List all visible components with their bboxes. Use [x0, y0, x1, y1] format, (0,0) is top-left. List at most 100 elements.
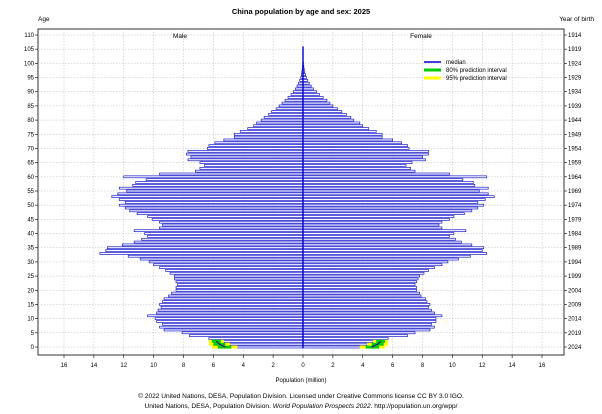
- bar-female-age-55: [302, 189, 480, 193]
- year-tick-label-1924: 1924: [568, 61, 582, 67]
- bar-female-age-76: [302, 130, 377, 133]
- bar-male-age-4: [189, 334, 304, 337]
- female-label: Female: [410, 33, 432, 40]
- bar-female-age-38: [302, 237, 456, 241]
- bar-female-age-63: [302, 166, 411, 170]
- bar-female-age-69: [302, 149, 429, 153]
- year-tick-label-2014: 2014: [568, 317, 582, 323]
- bar-female-age-88: [302, 96, 324, 99]
- bar-male-age-65: [199, 161, 304, 164]
- bar-female-age-26: [302, 271, 425, 275]
- bar-female-age-5: [302, 331, 416, 335]
- bar-male-age-20: [175, 288, 304, 292]
- bar-male-age-36: [121, 243, 304, 247]
- x-tick-label-11: 6: [391, 363, 395, 369]
- bar-male-age-19: [171, 291, 304, 295]
- bar-male-age-55: [126, 189, 304, 193]
- bar-male-age-60: [123, 175, 304, 179]
- bar-female-age-92: [302, 84, 312, 88]
- y-left-label: Age: [38, 16, 50, 23]
- bar-female-age-25: [302, 274, 420, 278]
- year-tick-label-2004: 2004: [568, 288, 582, 294]
- bar-male-age-53: [111, 195, 304, 198]
- age-tick-label-80: 80: [27, 118, 34, 124]
- bar-male-age-67: [190, 155, 304, 159]
- age-tick-label-40: 40: [27, 232, 34, 238]
- bar-male-age-21: [175, 286, 304, 289]
- bar-female-age-51: [302, 201, 479, 204]
- bar-male-age-15: [159, 303, 304, 306]
- age-tick-label-0: 0: [31, 345, 35, 351]
- bar-male-age-18: [168, 294, 304, 298]
- footer-license: © 2022 United Nations, DESA, Population …: [138, 392, 464, 400]
- bar-female-age-37: [302, 240, 462, 244]
- age-tick-label-25: 25: [27, 274, 34, 280]
- bar-male-age-35: [106, 246, 304, 250]
- bar-male-age-64: [204, 164, 304, 167]
- bar-female-age-7: [302, 325, 435, 329]
- bar-female-age-23: [302, 280, 417, 284]
- x-tick-label-5: 6: [212, 363, 216, 369]
- age-tick-label-30: 30: [27, 260, 34, 266]
- bar-male-age-59: [145, 178, 304, 181]
- bar-male-age-54: [117, 192, 304, 196]
- bar-female-age-80: [302, 118, 355, 122]
- bar-male-age-47: [136, 212, 304, 216]
- year-tick-label-2009: 2009: [568, 302, 582, 308]
- bar-female-age-87: [302, 98, 328, 102]
- year-tick-label-2019: 2019: [568, 331, 582, 337]
- bar-male-age-85: [278, 104, 304, 108]
- bar-female-age-82: [302, 113, 347, 116]
- bar-male-age-42: [159, 226, 304, 230]
- median-female: [371, 340, 382, 348]
- footer-citation-suffix: . http://population.un.org/wpp/: [371, 403, 458, 410]
- bar-female-age-28: [302, 266, 435, 269]
- bar-female-age-35: [302, 246, 485, 250]
- bar-female-age-16: [302, 300, 428, 303]
- footer-citation-title: World Population Prospects 2022: [273, 403, 371, 410]
- bar-female-age-1: [302, 342, 379, 346]
- bar-female-age-14: [302, 305, 429, 309]
- bar-male-age-92: [296, 84, 304, 88]
- bar-female-age-20: [302, 288, 417, 292]
- bar-female-age-71: [302, 144, 408, 147]
- bar-male-age-16: [162, 300, 304, 303]
- bar-female-age-40: [302, 232, 455, 235]
- x-tick-label-13: 10: [449, 363, 456, 369]
- x-tick-label-14: 12: [479, 363, 486, 369]
- x-tick-label-10: 4: [361, 363, 365, 369]
- bar-male-age-23: [175, 280, 304, 284]
- bar-male-age-3: [208, 337, 304, 340]
- bar-male-age-86: [281, 101, 304, 105]
- bar-male-age-57: [132, 184, 304, 187]
- plot-frame: [37, 28, 565, 356]
- bar-female-age-33: [302, 252, 488, 255]
- bar-female-age-60: [302, 175, 488, 179]
- bar-female-age-9: [302, 320, 437, 323]
- bar-male-age-49: [124, 206, 304, 210]
- bar-female-age-83: [302, 110, 343, 113]
- birth-year-axis-ticks: 2024 2019 2014 2009 2004 1999 1994 1989 1984 1979…: [564, 33, 582, 351]
- bar-female-age-34: [302, 249, 483, 252]
- bar-male-age-24: [174, 277, 304, 281]
- year-tick-label-1984: 1984: [568, 232, 582, 238]
- x-tick-label-6: 4: [242, 363, 246, 369]
- bar-male-age-80: [260, 118, 304, 122]
- bar-female-age-13: [302, 308, 432, 312]
- x-tick-label-7: 2: [271, 363, 275, 369]
- bar-female-age-22: [302, 283, 416, 286]
- age-tick-label-65: 65: [27, 161, 34, 167]
- bar-male-age-6: [163, 328, 304, 332]
- bar-female-age-48: [302, 209, 473, 213]
- footer-citation-prefix: United Nations, DESA, Population Divisio…: [144, 403, 272, 410]
- bar-male-age-14: [160, 305, 304, 309]
- bar-female-age-29: [302, 263, 443, 267]
- bar-male-age-28: [159, 266, 304, 269]
- x-tick-label-9: 2: [331, 363, 335, 369]
- age-tick-label-75: 75: [27, 132, 34, 138]
- male-label: Male: [173, 33, 187, 40]
- bar-female-age-86: [302, 101, 331, 105]
- x-axis-label: Population (million): [275, 378, 326, 384]
- bar-female-age-6: [302, 328, 431, 332]
- age-tick-label-110: 110: [24, 33, 34, 39]
